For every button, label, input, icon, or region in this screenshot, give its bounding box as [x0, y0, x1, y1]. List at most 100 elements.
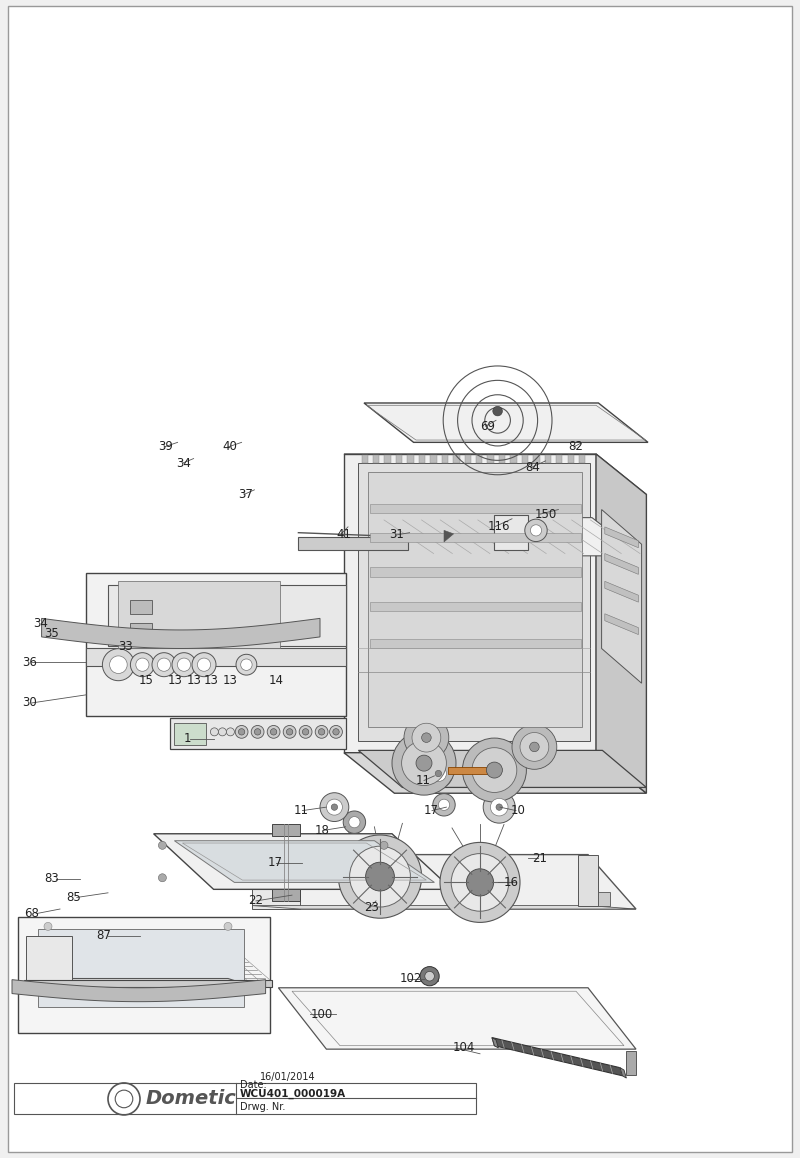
Circle shape: [318, 728, 325, 735]
Polygon shape: [46, 979, 264, 990]
Polygon shape: [373, 455, 379, 463]
Text: 68: 68: [24, 907, 39, 921]
Polygon shape: [174, 841, 434, 882]
Circle shape: [349, 816, 360, 828]
Circle shape: [520, 733, 549, 761]
Circle shape: [158, 658, 170, 672]
Polygon shape: [86, 648, 346, 666]
Circle shape: [438, 799, 450, 811]
Polygon shape: [605, 614, 638, 635]
Circle shape: [435, 770, 442, 777]
Polygon shape: [252, 855, 300, 909]
Text: 10: 10: [510, 804, 526, 818]
Text: 15: 15: [138, 674, 154, 688]
Circle shape: [224, 923, 232, 930]
Circle shape: [326, 799, 342, 815]
Circle shape: [270, 728, 277, 735]
Polygon shape: [494, 515, 528, 550]
Text: 102: 102: [400, 972, 422, 985]
Circle shape: [158, 874, 166, 881]
Text: 33: 33: [118, 639, 133, 653]
Polygon shape: [448, 767, 494, 774]
Circle shape: [238, 728, 245, 735]
Polygon shape: [368, 472, 582, 727]
Polygon shape: [118, 581, 280, 648]
Polygon shape: [430, 455, 437, 463]
Circle shape: [218, 728, 226, 735]
Polygon shape: [86, 573, 346, 716]
Text: 11: 11: [416, 774, 431, 787]
Text: 16/01/2014: 16/01/2014: [260, 1072, 316, 1082]
Polygon shape: [605, 554, 638, 574]
Circle shape: [236, 654, 257, 675]
Circle shape: [350, 846, 410, 907]
Polygon shape: [522, 455, 528, 463]
Polygon shape: [620, 1068, 626, 1078]
Circle shape: [210, 728, 218, 735]
Polygon shape: [370, 639, 581, 648]
Circle shape: [110, 655, 127, 674]
Circle shape: [424, 760, 453, 787]
Text: 100: 100: [310, 1007, 333, 1021]
Circle shape: [226, 728, 234, 735]
Text: 23: 23: [364, 901, 379, 915]
Text: 85: 85: [66, 891, 81, 904]
Text: 13: 13: [186, 674, 202, 688]
Polygon shape: [12, 980, 266, 1002]
Circle shape: [380, 842, 388, 849]
Polygon shape: [598, 892, 610, 906]
Circle shape: [338, 835, 422, 918]
Text: 40: 40: [222, 440, 238, 454]
Circle shape: [392, 731, 456, 796]
Circle shape: [267, 725, 280, 739]
Circle shape: [235, 725, 248, 739]
Polygon shape: [510, 455, 517, 463]
Circle shape: [251, 725, 264, 739]
Polygon shape: [382, 518, 642, 556]
Polygon shape: [442, 455, 448, 463]
Circle shape: [333, 728, 339, 735]
Polygon shape: [272, 824, 300, 836]
Bar: [14, 1083, 476, 1114]
Circle shape: [241, 659, 252, 670]
Text: 35: 35: [44, 626, 58, 640]
Polygon shape: [130, 600, 152, 614]
Polygon shape: [370, 504, 581, 513]
Circle shape: [192, 653, 216, 676]
Polygon shape: [344, 753, 646, 793]
Circle shape: [493, 406, 502, 416]
Circle shape: [320, 793, 349, 821]
Circle shape: [330, 725, 342, 739]
Circle shape: [198, 658, 210, 672]
Text: 87: 87: [96, 929, 111, 943]
Text: 34: 34: [34, 616, 49, 630]
Polygon shape: [358, 750, 646, 787]
Polygon shape: [596, 454, 646, 793]
Polygon shape: [578, 855, 598, 906]
Polygon shape: [605, 581, 638, 602]
Polygon shape: [476, 455, 482, 463]
Polygon shape: [358, 463, 590, 741]
Polygon shape: [556, 455, 562, 463]
Polygon shape: [385, 455, 391, 463]
Polygon shape: [252, 855, 636, 909]
Circle shape: [483, 791, 515, 823]
Circle shape: [462, 738, 526, 802]
Polygon shape: [602, 510, 642, 683]
Circle shape: [416, 755, 432, 771]
Polygon shape: [252, 906, 636, 909]
Polygon shape: [26, 936, 72, 982]
Polygon shape: [453, 455, 459, 463]
Polygon shape: [420, 974, 438, 981]
Text: 17: 17: [424, 804, 439, 818]
Text: 18: 18: [314, 823, 330, 837]
Circle shape: [525, 519, 547, 542]
Text: 30: 30: [22, 696, 37, 710]
Polygon shape: [370, 602, 581, 611]
Text: 31: 31: [390, 528, 405, 542]
Text: 104: 104: [453, 1041, 475, 1055]
Circle shape: [44, 923, 52, 930]
Circle shape: [490, 798, 508, 816]
Polygon shape: [170, 718, 346, 749]
Text: 14: 14: [269, 674, 284, 688]
